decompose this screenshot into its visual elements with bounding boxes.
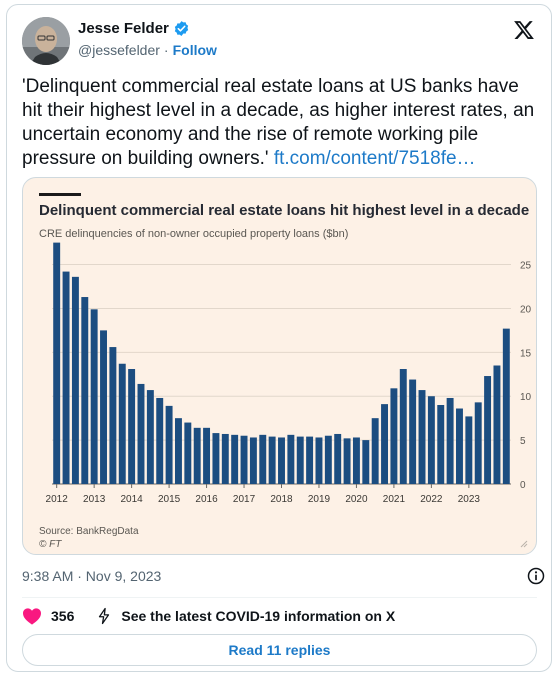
x-tick-label: 2020: [345, 494, 368, 505]
chart-bar: [484, 376, 492, 484]
tweet-timestamp[interactable]: 9:38 AM · Nov 9, 2023: [22, 568, 162, 584]
chart-bar: [343, 438, 351, 484]
x-tick-label: 2017: [233, 494, 256, 505]
chart-bar: [249, 437, 257, 484]
author-name-row: Jesse Felder: [78, 20, 190, 37]
chart-bar: [352, 437, 360, 484]
chart-subtitle: CRE delinquencies of non-owner occupied …: [39, 228, 349, 240]
chart-bar: [371, 418, 379, 484]
like-count[interactable]: 356: [51, 608, 75, 624]
chart-bar: [71, 276, 79, 484]
covid-info-label: See the latest COVID-19 information on X: [121, 608, 396, 624]
chart-bar: [427, 396, 435, 484]
chart-bar: [324, 435, 332, 484]
lightning-icon: [99, 607, 110, 625]
chart-bar: [221, 433, 229, 484]
chart-bar: [156, 397, 164, 484]
chart-bar: [128, 369, 136, 484]
heart-icon[interactable]: [22, 607, 42, 625]
divider: [22, 597, 537, 598]
chart-bar: [381, 404, 389, 484]
chart-bar: [390, 388, 398, 484]
chart-bar: [315, 437, 323, 484]
chart-bar: [53, 242, 61, 484]
chart-bar: [278, 437, 285, 484]
chart-bar: [174, 418, 182, 484]
chart-bar: [456, 408, 463, 484]
x-tick-label: 2014: [120, 494, 143, 505]
x-tick-label: 2018: [270, 494, 293, 505]
chart-accent-bar: [39, 193, 81, 196]
chart-bar: [287, 434, 295, 484]
chart-title: Delinquent commercial real estate loans …: [39, 202, 530, 219]
chart-bar: [446, 397, 454, 484]
resize-grip-icon: [520, 540, 528, 548]
verified-badge-icon: [174, 21, 189, 36]
x-tick-label: 2019: [308, 494, 331, 505]
y-tick-label: 15: [520, 348, 532, 359]
x-tick-label: 2022: [420, 494, 443, 505]
y-tick-label: 20: [520, 304, 532, 315]
chart-bar: [268, 436, 276, 484]
tweet-link[interactable]: ft.com/content/7518fe…: [273, 148, 476, 169]
chart-bar: [109, 347, 117, 484]
x-tick-label: 2016: [195, 494, 218, 505]
y-tick-label: 0: [520, 480, 526, 491]
handle-row: @jessefelder · Follow: [78, 42, 217, 58]
action-bar: 356 See the latest COVID-19 information …: [22, 605, 395, 627]
chart-bar: [203, 427, 211, 484]
chart-bar: [184, 422, 192, 484]
chart-bar: [240, 435, 248, 484]
chart-bar: [193, 427, 201, 484]
chart-bar: [474, 402, 482, 484]
chart-bar: [399, 369, 407, 484]
chart-image-card[interactable]: Delinquent commercial real estate loans …: [22, 177, 537, 555]
chart-bar: [502, 328, 510, 484]
x-tick-label: 2012: [46, 494, 69, 505]
author-handle[interactable]: @jessefelder: [78, 42, 160, 58]
chart-bar: [90, 309, 98, 484]
tweet-card: Jesse Felder @jessefelder · Follow 'Deli…: [6, 4, 552, 672]
chart-bar: [437, 405, 445, 484]
chart-bar: [118, 363, 126, 484]
chart-source: Source: BankRegData: [39, 526, 139, 537]
chart-bar: [409, 379, 417, 484]
chart-bar: [81, 297, 89, 484]
info-icon[interactable]: [526, 566, 546, 586]
avatar-image: [22, 17, 70, 65]
read-replies-button[interactable]: Read 11 replies: [22, 634, 537, 666]
author-name[interactable]: Jesse Felder: [78, 20, 169, 37]
x-tick-label: 2021: [383, 494, 406, 505]
chart-bar: [146, 390, 154, 484]
y-tick-label: 25: [520, 261, 532, 272]
chart-bar: [306, 436, 314, 484]
y-tick-label: 5: [520, 436, 526, 447]
chart-bar: [259, 434, 267, 484]
tweet-text: 'Delinquent commercial real estate loans…: [22, 75, 537, 171]
chart-credit: © FT: [39, 539, 62, 550]
chart-bar: [418, 390, 426, 484]
separator-dot: ·: [163, 42, 169, 58]
tweet-body: 'Delinquent commercial real estate loans…: [22, 76, 535, 169]
chart-bar: [493, 365, 501, 484]
chart-bar: [62, 271, 70, 484]
y-tick-label: 10: [520, 392, 532, 403]
x-logo-icon[interactable]: [513, 19, 535, 41]
avatar[interactable]: [22, 17, 70, 65]
chart-bar: [231, 434, 239, 484]
chart-bar: [465, 416, 473, 484]
follow-button[interactable]: Follow: [172, 42, 217, 58]
x-tick-label: 2015: [158, 494, 181, 505]
covid-info-link[interactable]: See the latest COVID-19 information on X: [95, 607, 395, 625]
chart-bar: [296, 436, 304, 484]
bar-chart: 0 5 10 15 20 25 2012 2013 2014 2015 2016 2017 2018 20…: [46, 242, 532, 505]
chart-bar: [212, 433, 220, 484]
chart-bar: [137, 383, 145, 484]
chart-bar: [165, 405, 173, 484]
x-tick-label: 2023: [458, 494, 481, 505]
chart-bar: [100, 330, 107, 484]
chart-bar: [334, 433, 342, 484]
chart-bar: [362, 440, 370, 484]
x-tick-label: 2013: [83, 494, 106, 505]
